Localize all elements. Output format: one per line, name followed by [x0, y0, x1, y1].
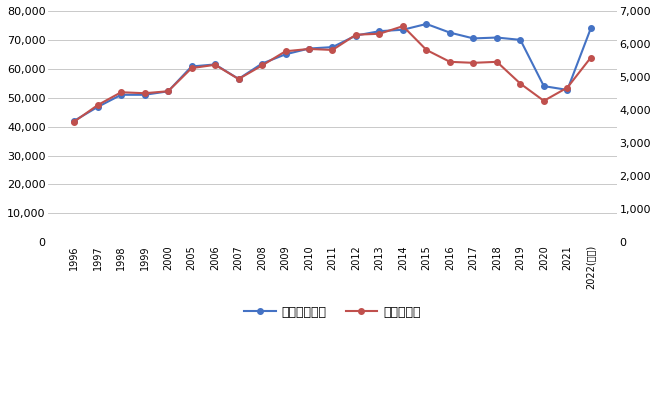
生豪出荷頭数 — [540, 84, 548, 88]
生豪出荷頭数 — [93, 104, 101, 109]
豪肉生産量 — [376, 31, 384, 36]
豪肉生産量 — [587, 55, 595, 60]
生豪出荷頭数 — [446, 30, 454, 35]
生豪出荷頭数 — [141, 92, 149, 97]
生豪出荷頭数 — [305, 46, 313, 51]
豪肉生産量 — [446, 60, 454, 64]
豪肉生産量 — [211, 62, 219, 67]
生豪出荷頭数 — [517, 38, 524, 42]
生豪出荷頭数 — [235, 76, 243, 81]
豪肉生産量 — [93, 103, 101, 108]
豪肉生産量 — [282, 49, 290, 54]
豪肉生産量 — [70, 119, 78, 124]
豪肉生産量 — [540, 98, 548, 103]
豪肉生産量 — [352, 32, 360, 37]
生豪出荷頭数 — [164, 89, 172, 94]
生豪出荷頭数 — [493, 35, 501, 40]
生豪出荷頭数 — [188, 64, 195, 69]
Legend: 生豪出荷頭数, 豪肉生産量: 生豪出荷頭数, 豪肉生産量 — [240, 301, 426, 324]
Line: 生豪出荷頭数: 生豪出荷頭数 — [72, 21, 594, 124]
豪肉生産量 — [517, 81, 524, 86]
豪肉生産量 — [164, 89, 172, 94]
生豪出荷頭数 — [587, 26, 595, 31]
豪肉生産量 — [235, 77, 243, 82]
豪肉生産量 — [328, 48, 336, 52]
豪肉生産量 — [117, 90, 125, 95]
生豪出荷頭数 — [399, 27, 407, 32]
豪肉生産量 — [563, 85, 571, 90]
生豪出荷頭数 — [258, 61, 266, 66]
豪肉生産量 — [422, 48, 430, 52]
豪肉生産量 — [493, 60, 501, 64]
生豪出荷頭数 — [352, 33, 360, 38]
生豪出荷頭数 — [70, 118, 78, 123]
豪肉生産量 — [305, 46, 313, 51]
生豪出荷頭数 — [117, 92, 125, 97]
豪肉生産量 — [258, 63, 266, 68]
生豪出荷頭数 — [469, 36, 477, 41]
生豪出荷頭数 — [376, 29, 384, 34]
生豪出荷頭数 — [422, 22, 430, 26]
豪肉生産量 — [399, 24, 407, 28]
生豪出荷頭数 — [211, 62, 219, 67]
豪肉生産量 — [469, 60, 477, 65]
生豪出荷頭数 — [282, 52, 290, 57]
生豪出荷頭数 — [328, 45, 336, 50]
豪肉生産量 — [141, 91, 149, 96]
豪肉生産量 — [188, 66, 195, 70]
Line: 豪肉生産量: 豪肉生産量 — [72, 23, 594, 124]
生豪出荷頭数 — [563, 88, 571, 92]
